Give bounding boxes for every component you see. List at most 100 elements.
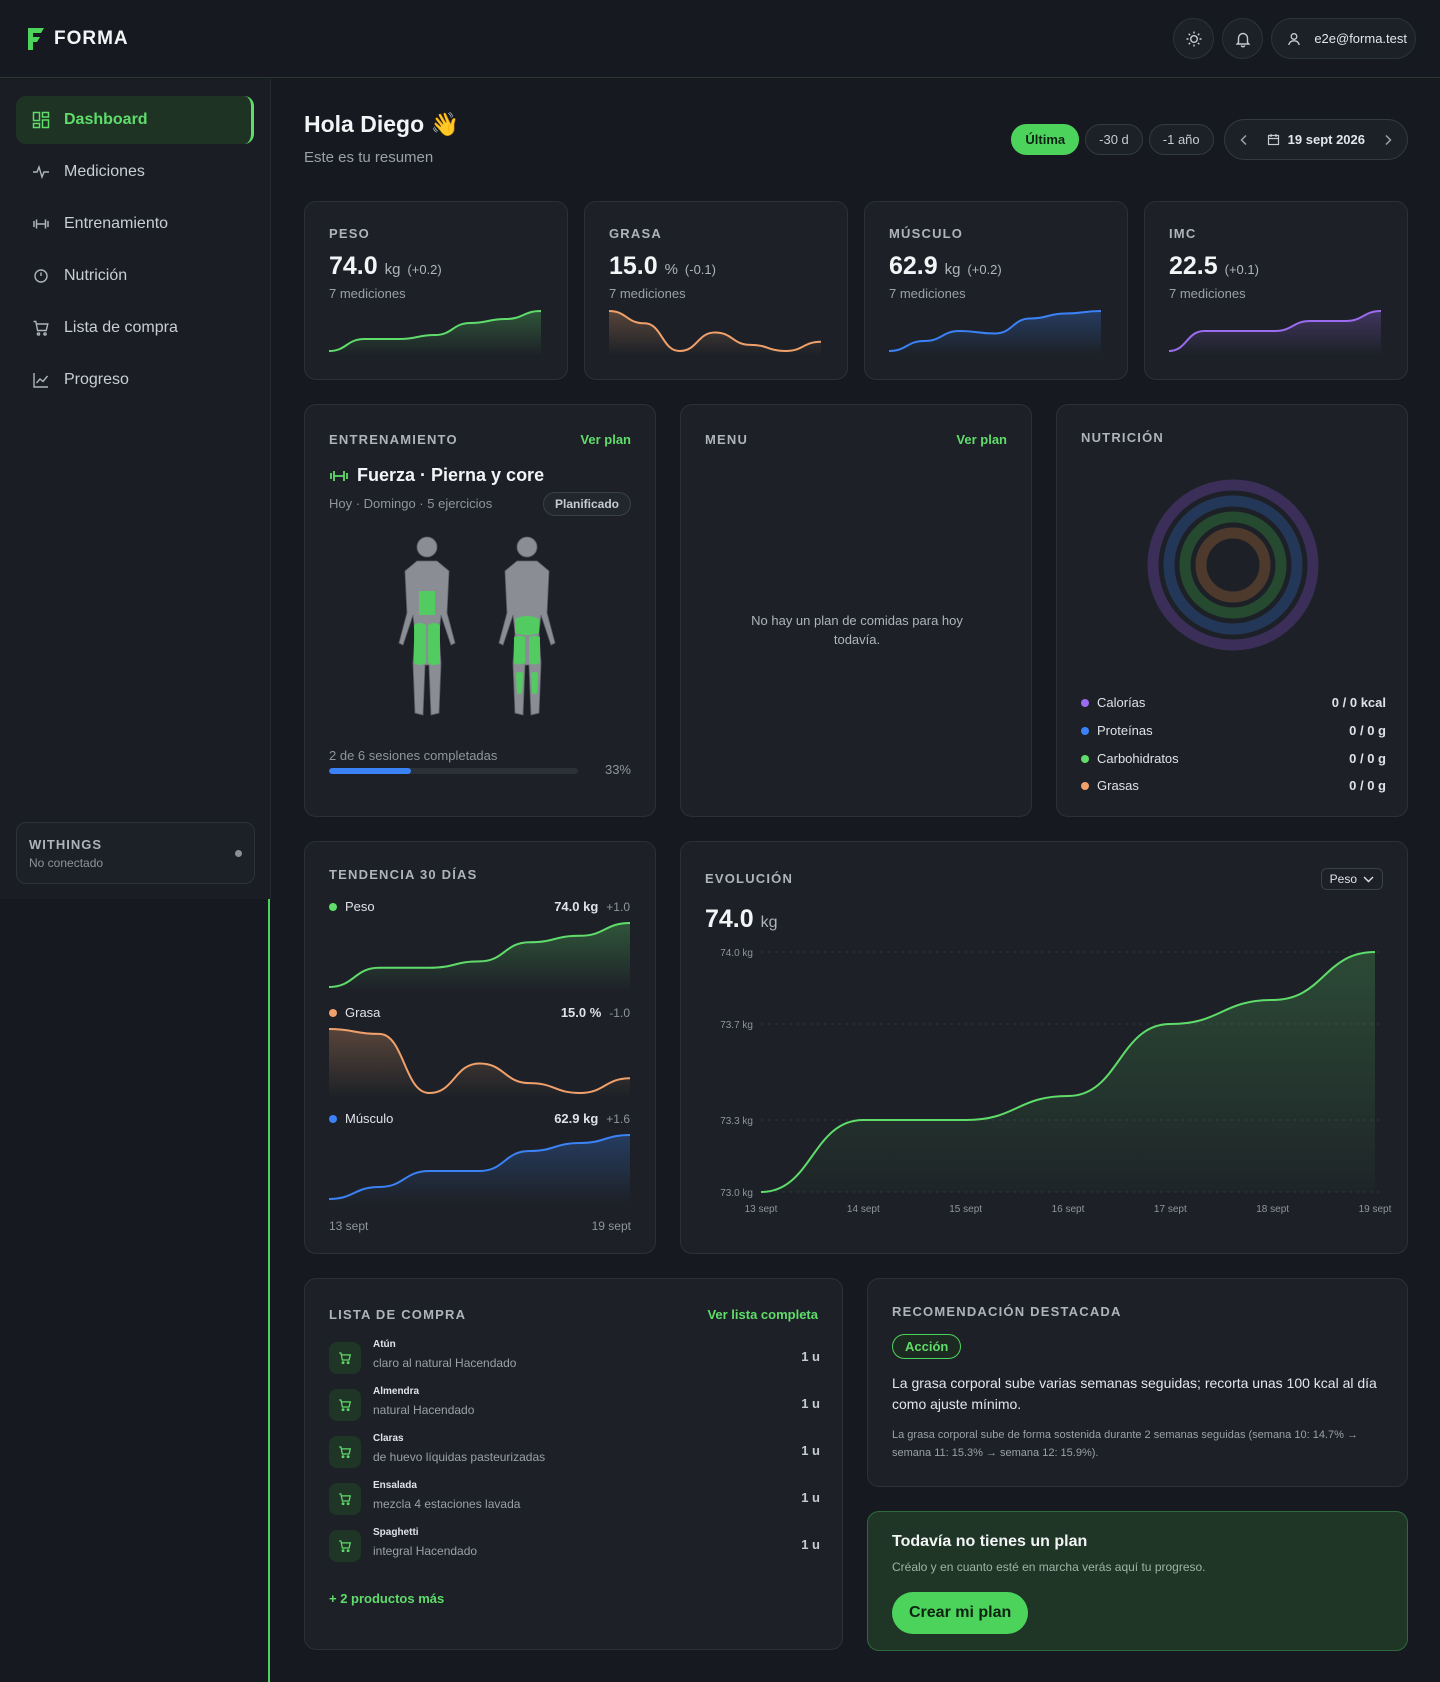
more-products-link[interactable]: + 2 productos más: [329, 1591, 445, 1606]
session-meta: Hoy · Domingo · 5 ejercicios: [329, 496, 493, 511]
legend-dot: [1081, 698, 1089, 707]
nutrition-card: NUTRICIÓN Calorías 0 / 0 kcal Proteínas 0 …: [1056, 404, 1408, 817]
item-desc: claro al natural Hacendado: [373, 1356, 517, 1370]
range-30d-button[interactable]: -30 d: [1085, 124, 1143, 155]
series-line: [329, 310, 541, 352]
bmi-sparkline: [1169, 310, 1381, 355]
evolution-chart: 74.0 kg 73.7 kg 73.3 kg 73.0 kg 13 sept 14 se…: [720, 948, 1392, 1215]
sun-icon: [1186, 31, 1202, 46]
stat-count: 7 mediciones: [889, 286, 966, 301]
stat-count: 7 mediciones: [329, 286, 406, 301]
sidebar-accent-line: [268, 899, 270, 1682]
list-item[interactable]: Almendra natural Hacendado 1 u: [329, 1386, 820, 1426]
menu-card: MENU Ver plan No hay un plan de comidas …: [680, 404, 1032, 817]
stat-value: 74.0 kg (+0.2): [329, 252, 442, 280]
sidebar-item-label: Nutrición: [64, 267, 128, 284]
stat-card-imc[interactable]: IMC 22.5 (+0.1) 7 mediciones: [1144, 201, 1408, 380]
sidebar-item-lista-compra[interactable]: Lista de compra: [16, 304, 254, 352]
sidebar-item-dashboard[interactable]: Dashboard: [16, 96, 254, 144]
recommendation-card: RECOMENDACIÓN DESTACADA Acción La grasa …: [867, 1278, 1408, 1487]
notifications-button[interactable]: [1222, 18, 1264, 59]
area-fill: [889, 311, 1101, 355]
sidebar-item-entrenamiento[interactable]: Entrenamiento: [16, 200, 254, 248]
muscle-sparkline: [889, 310, 1101, 355]
card-title: TENDENCIA 30 DÍAS: [329, 867, 478, 882]
menu-view-plan-link[interactable]: Ver plan: [956, 432, 1007, 447]
training-card: ENTRENAMIENTO Ver plan Fuerza · Pierna y…: [304, 404, 656, 817]
evolution-value: 74.0 kg: [705, 905, 778, 933]
chevron-left-icon[interactable]: [1239, 134, 1249, 146]
sidebar-item-label: Dashboard: [64, 111, 148, 128]
sidebar-item-nutricion[interactable]: Nutrición: [16, 252, 254, 300]
logo[interactable]: FORMA: [24, 26, 129, 52]
sidebar-nav: Dashboard Mediciones Entrenamiento Nutri…: [0, 79, 270, 404]
date-range-controls: Última -30 d -1 año 19 sept 2026: [1011, 119, 1408, 160]
sidebar-item-label: Progreso: [64, 371, 129, 388]
list-item[interactable]: Claras de huevo líquidas pasteurizadas 1…: [329, 1433, 820, 1473]
series-line: [889, 310, 1101, 352]
area-fill: [1169, 311, 1381, 355]
x-tick-label: 16 sept: [1052, 1204, 1085, 1215]
fat-sparkline: [609, 310, 821, 355]
sidebar-item-label: Lista de compra: [64, 319, 178, 336]
theme-toggle-button[interactable]: [1173, 18, 1215, 59]
user-menu-button[interactable]: e2e@forma.test: [1271, 18, 1416, 59]
area-fill: [761, 952, 1375, 1192]
muscle-map-figure: [398, 536, 556, 716]
stat-value: 62.9 kg (+0.2): [889, 252, 1002, 280]
y-tick-label: 73.7 kg: [720, 1020, 753, 1031]
x-tick-label: 19 sept: [1359, 1204, 1392, 1215]
withings-card[interactable]: WITHINGS No conectado: [16, 822, 255, 884]
legend-dot: [329, 1008, 337, 1017]
list-item[interactable]: Ensalada mezcla 4 estaciones lavada 1 u: [329, 1480, 820, 1520]
chevron-right-icon[interactable]: [1383, 134, 1393, 146]
progress-percent: 33%: [604, 762, 631, 777]
y-tick-label: 73.3 kg: [720, 1116, 753, 1127]
date-picker[interactable]: 19 sept 2026: [1223, 119, 1408, 160]
trend-card: TENDENCIA 30 DÍAS Peso 74.0 kg +1.0 Grasa 1…: [304, 841, 656, 1254]
area-fill: [329, 1029, 630, 1097]
stat-card-musculo[interactable]: MÚSCULO 62.9 kg (+0.2) 7 mediciones: [864, 201, 1128, 380]
x-tick-label: 17 sept: [1154, 1204, 1187, 1215]
sidebar-item-progreso[interactable]: Progreso: [16, 356, 254, 404]
user-icon: [1288, 32, 1301, 45]
evolution-card: EVOLUCIÓN Peso 74.0 kg 74.0 kg 73.7 kg 73.…: [680, 841, 1408, 1254]
cta-title: Todavía no tienes un plan: [892, 1533, 1088, 1550]
item-name: Claras: [373, 1433, 404, 1444]
stat-label: IMC: [1169, 226, 1197, 241]
stat-card-peso[interactable]: PESO 74.0 kg (+0.2) 7 mediciones: [304, 201, 568, 380]
view-full-list-link[interactable]: Ver lista completa: [707, 1307, 818, 1322]
bell-icon: [1235, 32, 1251, 47]
weight-sparkline: [329, 310, 541, 355]
range-last-button[interactable]: Última: [1011, 124, 1080, 155]
dumbbell-icon: [330, 470, 348, 481]
status-dot: [235, 850, 242, 857]
user-email: e2e@forma.test: [1314, 31, 1407, 46]
list-item[interactable]: Spaghetti integral Hacendado 1 u: [329, 1527, 820, 1567]
list-item[interactable]: Atún claro al natural Hacendado 1 u: [329, 1339, 820, 1379]
create-plan-button[interactable]: Crear mi plan: [892, 1592, 1029, 1634]
trend-row-peso: Peso 74.0 kg +1.0: [329, 899, 630, 914]
metric-select[interactable]: Peso: [1320, 868, 1383, 890]
series-line: [329, 1134, 630, 1200]
progress-text: 2 de 6 sesiones completadas: [329, 748, 498, 763]
cta-text: Créalo y en cuanto esté en marcha verás …: [892, 1560, 1206, 1574]
area-fill: [329, 311, 541, 355]
training-view-plan-link[interactable]: Ver plan: [580, 432, 631, 447]
series-line: [609, 310, 821, 353]
trend-row-grasa: Grasa 15.0 % -1.0: [329, 1005, 630, 1020]
cart-icon: [329, 1436, 361, 1468]
item-qty: 1 u: [801, 1537, 820, 1552]
nutrition-row-carbohidratos: Carbohidratos 0 / 0 g: [1081, 751, 1386, 766]
item-desc: mezcla 4 estaciones lavada: [373, 1497, 521, 1511]
session-title: Fuerza · Pierna y core: [329, 465, 544, 486]
withings-title: WITHINGS: [29, 837, 102, 852]
trend-row-musculo: Músculo 62.9 kg +1.6: [329, 1111, 630, 1126]
card-title: ENTRENAMIENTO: [329, 432, 458, 447]
stat-card-grasa[interactable]: GRASA 15.0 % (-0.1) 7 mediciones: [584, 201, 848, 380]
sidebar-item-mediciones[interactable]: Mediciones: [16, 148, 254, 196]
item-desc: integral Hacendado: [373, 1544, 478, 1558]
shopping-list-card: LISTA DE COMPRA Ver lista completa Atún …: [304, 1278, 843, 1650]
sidebar: Dashboard Mediciones Entrenamiento Nutri…: [0, 79, 271, 899]
range-1y-button[interactable]: -1 año: [1148, 124, 1214, 155]
